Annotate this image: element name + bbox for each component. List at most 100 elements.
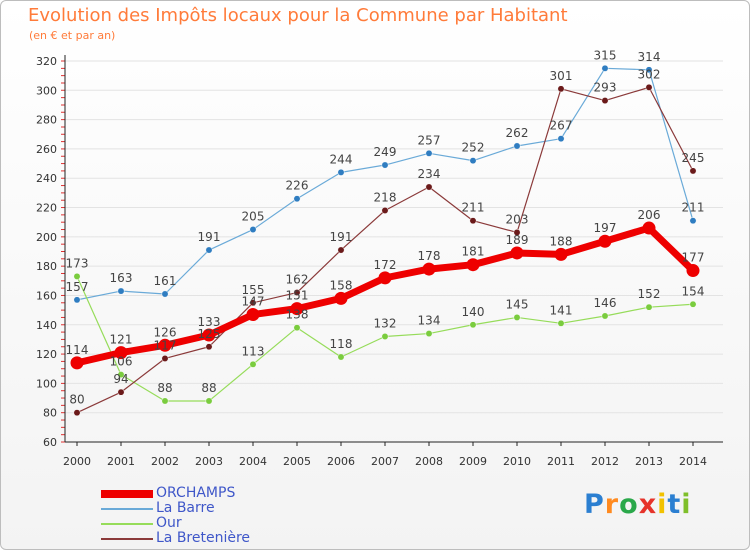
x-tick-label: 2013: [635, 455, 663, 468]
data-point: [202, 328, 216, 342]
data-point: [293, 195, 301, 203]
data-point: [117, 371, 125, 379]
data-label: 155: [242, 283, 265, 297]
data-point: [557, 319, 565, 327]
data-point: [598, 234, 612, 248]
legend-swatch: [101, 523, 153, 525]
series-line-la-breteni-re: [76, 86, 694, 414]
data-point: [117, 388, 125, 396]
data-point: [469, 157, 477, 165]
data-point: [73, 272, 81, 280]
y-tick-label: 60: [43, 436, 57, 449]
data-label: 302: [638, 67, 661, 81]
x-tick-label: 2006: [327, 455, 355, 468]
data-point: [466, 258, 480, 272]
x-tick-label: 2005: [283, 455, 311, 468]
data-point: [557, 135, 565, 143]
data-point: [161, 290, 169, 298]
data-label: 118: [330, 337, 353, 351]
data-label: 173: [66, 256, 89, 270]
data-label: 172: [374, 258, 397, 272]
legend-swatch: [101, 508, 153, 510]
data-point: [293, 289, 301, 296]
data-point: [469, 217, 477, 225]
data-point: [70, 356, 84, 370]
data-point: [469, 321, 477, 329]
x-tick-label: 2009: [459, 455, 487, 468]
data-label: 252: [462, 141, 485, 155]
data-label: 125: [198, 327, 221, 341]
data-label: 141: [550, 303, 573, 317]
data-label: 126: [154, 325, 177, 339]
data-point: [117, 287, 125, 295]
data-label: 301: [550, 69, 573, 83]
data-point: [161, 355, 169, 362]
data-point: [642, 221, 656, 235]
data-label: 80: [69, 393, 84, 407]
data-label: 181: [462, 245, 485, 259]
chart-title: Evolution des Impôts locaux pour la Comm…: [28, 5, 568, 26]
y-tick-label: 260: [36, 143, 57, 156]
data-point: [513, 229, 521, 236]
data-point: [689, 217, 697, 225]
data-label: 191: [330, 230, 353, 244]
data-label: 244: [330, 152, 353, 166]
y-tick-label: 300: [36, 84, 57, 97]
data-label: 218: [374, 190, 397, 204]
x-tick-label: 2014: [679, 455, 707, 468]
data-label: 138: [286, 308, 309, 322]
data-point: [73, 296, 81, 304]
data-label: 211: [682, 201, 705, 215]
data-label: 134: [418, 314, 441, 328]
data-point: [290, 302, 304, 316]
data-point: [337, 353, 345, 361]
proxiti-logo: Proxiti: [584, 489, 692, 520]
data-point: [422, 262, 436, 276]
y-tick-label: 240: [36, 172, 57, 185]
data-label: 154: [682, 284, 705, 298]
x-tick-label: 2000: [63, 455, 91, 468]
data-point: [645, 66, 653, 74]
data-point: [158, 338, 172, 352]
data-point: [689, 300, 697, 308]
data-label: 267: [550, 119, 573, 133]
data-label: 203: [506, 212, 529, 226]
data-label: 151: [286, 289, 309, 303]
data-label: 132: [374, 316, 397, 330]
data-label: 147: [242, 295, 265, 309]
data-label: 314: [638, 50, 661, 64]
data-label: 177: [682, 251, 705, 265]
data-label: 161: [154, 274, 177, 288]
data-point: [513, 142, 521, 150]
data-label: 106: [110, 355, 133, 369]
data-point: [601, 97, 609, 105]
data-point: [73, 409, 81, 417]
legend-label: La Bretenière: [156, 530, 251, 546]
data-label: 88: [157, 381, 172, 395]
data-label: 133: [198, 315, 221, 329]
data-point: [686, 264, 700, 278]
data-label: 257: [418, 133, 441, 147]
y-tick-label: 120: [36, 348, 57, 361]
data-label: 121: [110, 333, 133, 347]
data-label: 249: [374, 145, 397, 159]
y-tick-label: 160: [36, 289, 57, 302]
data-point: [557, 85, 565, 93]
data-label: 205: [242, 210, 265, 224]
data-label: 262: [506, 126, 529, 140]
legend-label: ORCHAMPS: [156, 485, 236, 501]
x-tick-label: 2001: [107, 455, 135, 468]
data-point: [161, 397, 169, 405]
x-tick-label: 2002: [151, 455, 179, 468]
chart-subtitle: (en € et par an): [29, 29, 116, 42]
data-label: 178: [418, 249, 441, 263]
data-point: [249, 360, 257, 368]
data-point: [205, 246, 213, 254]
data-point: [205, 343, 213, 351]
data-label: 211: [462, 201, 485, 215]
data-point: [425, 183, 433, 191]
data-point: [337, 168, 345, 176]
data-label: 157: [66, 280, 89, 294]
legend-label: Our: [156, 515, 182, 531]
